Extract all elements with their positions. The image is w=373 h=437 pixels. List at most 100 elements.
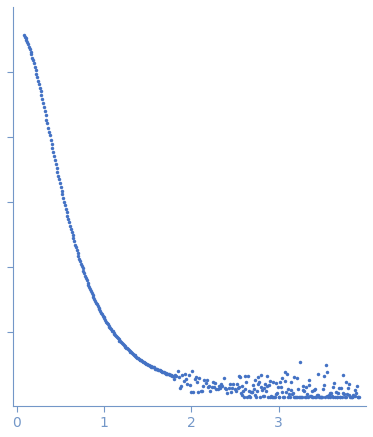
Point bbox=[37, 85, 43, 92]
Point bbox=[35, 77, 41, 84]
Point bbox=[106, 323, 112, 330]
Point bbox=[288, 379, 294, 386]
Point bbox=[250, 382, 256, 389]
Point bbox=[304, 390, 310, 397]
Point bbox=[139, 357, 145, 364]
Point bbox=[267, 378, 273, 385]
Point bbox=[50, 149, 56, 156]
Point bbox=[128, 349, 134, 356]
Point bbox=[85, 281, 91, 288]
Point bbox=[66, 219, 72, 226]
Point bbox=[96, 306, 102, 313]
Point bbox=[293, 393, 299, 400]
Point bbox=[299, 393, 305, 400]
Point bbox=[146, 362, 152, 369]
Point bbox=[199, 387, 205, 394]
Point bbox=[138, 357, 144, 364]
Point bbox=[183, 375, 189, 382]
Point bbox=[90, 291, 95, 298]
Point bbox=[338, 384, 344, 391]
Point bbox=[279, 375, 285, 382]
Point bbox=[52, 156, 58, 163]
Point bbox=[157, 367, 163, 374]
Point bbox=[110, 328, 116, 335]
Point bbox=[153, 365, 159, 372]
Point bbox=[99, 311, 105, 318]
Point bbox=[327, 393, 333, 400]
Point bbox=[81, 270, 87, 277]
Point bbox=[294, 375, 300, 382]
Point bbox=[265, 393, 271, 400]
Point bbox=[215, 386, 221, 393]
Point bbox=[280, 393, 286, 400]
Point bbox=[333, 393, 339, 400]
Point bbox=[245, 392, 251, 399]
Point bbox=[300, 382, 306, 389]
Point bbox=[343, 378, 349, 385]
Point bbox=[290, 390, 296, 397]
Point bbox=[94, 301, 100, 308]
Point bbox=[334, 393, 340, 400]
Point bbox=[43, 112, 48, 119]
Point bbox=[193, 374, 199, 381]
Point bbox=[274, 389, 280, 396]
Point bbox=[355, 393, 361, 400]
Point bbox=[254, 380, 260, 387]
Point bbox=[126, 347, 132, 354]
Point bbox=[245, 372, 251, 379]
Point bbox=[47, 132, 53, 139]
Point bbox=[320, 385, 326, 392]
Point bbox=[325, 392, 330, 399]
Point bbox=[243, 378, 249, 385]
Point bbox=[322, 372, 327, 379]
Point bbox=[176, 374, 182, 381]
Point bbox=[46, 128, 52, 135]
Point bbox=[323, 362, 329, 369]
Point bbox=[325, 393, 331, 400]
Point bbox=[122, 343, 128, 350]
Point bbox=[128, 348, 134, 355]
Point bbox=[22, 35, 28, 42]
Point bbox=[28, 48, 34, 55]
Point bbox=[267, 393, 273, 400]
Point bbox=[297, 358, 303, 365]
Point bbox=[336, 393, 342, 400]
Point bbox=[327, 389, 333, 396]
Point bbox=[344, 391, 350, 398]
Point bbox=[165, 371, 171, 378]
Point bbox=[63, 205, 69, 212]
Point bbox=[232, 385, 238, 392]
Point bbox=[276, 393, 282, 400]
Point bbox=[143, 360, 149, 367]
Point bbox=[307, 392, 313, 399]
Point bbox=[256, 378, 262, 385]
Point bbox=[124, 345, 130, 352]
Point bbox=[305, 393, 311, 400]
Point bbox=[118, 339, 124, 346]
Point bbox=[131, 351, 137, 358]
Point bbox=[75, 250, 81, 257]
Point bbox=[117, 338, 123, 345]
Point bbox=[86, 284, 92, 291]
Point bbox=[78, 260, 84, 267]
Point bbox=[277, 379, 283, 386]
Point bbox=[57, 180, 63, 187]
Point bbox=[303, 383, 309, 390]
Point bbox=[285, 393, 291, 400]
Point bbox=[67, 222, 73, 229]
Point bbox=[234, 380, 240, 387]
Point bbox=[81, 267, 87, 274]
Point bbox=[275, 383, 281, 390]
Point bbox=[259, 387, 265, 394]
Point bbox=[353, 389, 359, 396]
Point bbox=[182, 370, 188, 377]
Point bbox=[239, 382, 245, 389]
Point bbox=[54, 164, 60, 171]
Point bbox=[212, 380, 218, 387]
Point bbox=[319, 393, 325, 400]
Point bbox=[77, 258, 83, 265]
Point bbox=[51, 153, 57, 160]
Point bbox=[42, 108, 48, 115]
Point bbox=[312, 393, 318, 400]
Point bbox=[95, 304, 101, 311]
